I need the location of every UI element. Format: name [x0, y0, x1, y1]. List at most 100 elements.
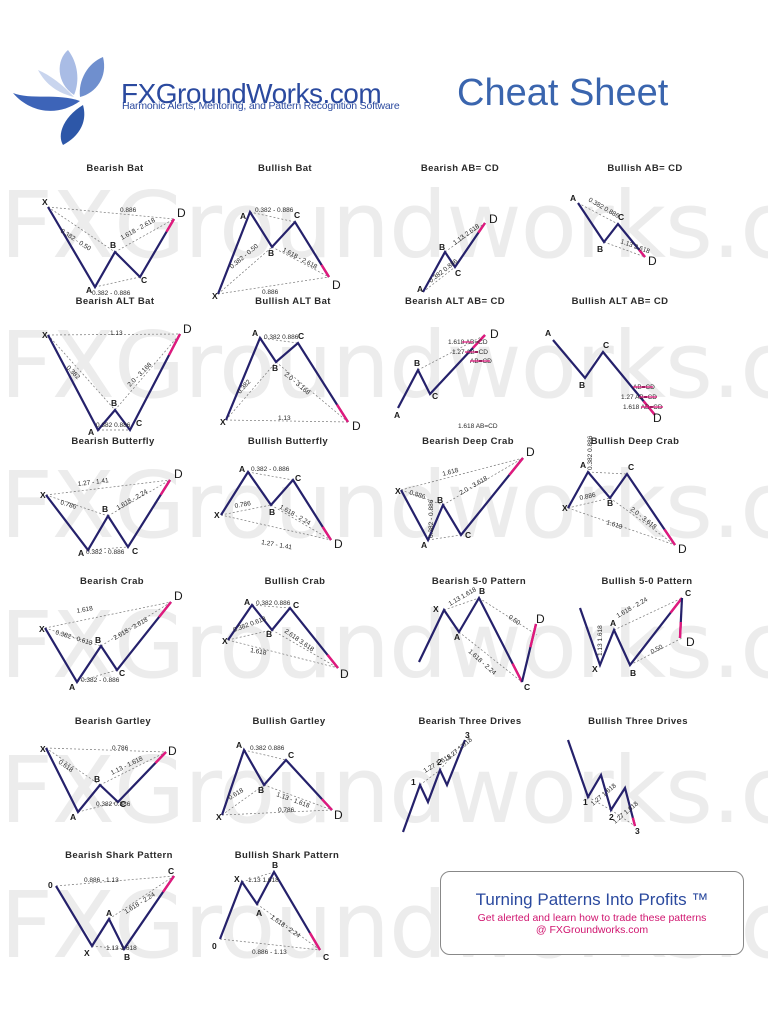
- ratio-guide-line: [219, 938, 321, 951]
- point-label-b: B: [579, 380, 585, 390]
- pattern-diagram: 1.13 1.618 0.886 - 1.13 1.618 - 2.24 0 X A B C: [212, 860, 329, 962]
- pattern-line: [577, 202, 646, 258]
- ratio-label: 1.27 - 1.41: [77, 477, 109, 488]
- point-label-b: B: [439, 242, 445, 252]
- pattern-title: Bullish Crab: [264, 576, 326, 587]
- pattern-line: [44, 601, 172, 685]
- point-label-x: X: [562, 503, 568, 513]
- ratio-label: 1.13: [278, 415, 291, 422]
- pattern-bullish-bat: Bullish Bat 0.382 - 0.50 0.886 0.382 - 0.8…: [210, 163, 360, 301]
- ratio-guide-line: [577, 202, 619, 225]
- point-label-d: D: [352, 419, 361, 433]
- pattern-bearish-abcd: Bearish AB= CD 0.382 0.886 1.13 2.618 A B C D: [385, 163, 535, 298]
- pattern-title: Bullish 5-0 Pattern: [601, 576, 693, 587]
- watermark-row-1: FXGroundworks.com: [0, 180, 768, 272]
- ratio-label: 1.618 - 2.618: [120, 217, 157, 242]
- point-label-c: C: [298, 331, 304, 341]
- watermark-row-3: FXGroundworks.com: [0, 460, 768, 552]
- ratio-guide-line: [478, 597, 538, 636]
- completion-leg: [631, 817, 637, 827]
- point-label-d: D: [536, 612, 545, 626]
- completion-leg: [669, 597, 683, 614]
- point-label-x: X: [395, 486, 401, 496]
- ratio-label: 0.382 0.886: [96, 422, 131, 429]
- pattern-bearish-shark: Bearish Shark Pattern 0.886 - 1.13 1.13 1…: [44, 850, 194, 985]
- pattern-bullish-shark: Bullish Shark Pattern 1.13 1.618 0.886 - …: [212, 850, 362, 985]
- point-label-a: A: [570, 193, 576, 203]
- pattern-bullish-alt-abcd: Bullish ALT AB= CD AB=CD1.27 AB=CD1.618 …: [545, 296, 695, 431]
- ratio-guide-line: [271, 246, 330, 278]
- point-label-a: A: [78, 548, 84, 558]
- pattern-bearish-gartley: Bearish Gartley 0.618 0.786 0.382 0.886 1.1…: [38, 716, 188, 851]
- point-label-0: 0: [212, 941, 217, 951]
- ratio-label: 2.0 - 3.618: [629, 506, 658, 531]
- projection-label: 1.618 AB=CD: [458, 423, 498, 430]
- pattern-title: Bearish ALT Bat: [75, 296, 155, 307]
- pattern-diagram: 1.13 1.618 1.618 - 2.24 0.50 X A B C D: [578, 588, 695, 678]
- point-label-x: X: [42, 330, 48, 340]
- point-label-d: D: [648, 254, 657, 268]
- point-label-c: C: [136, 418, 142, 428]
- point-label-a: A: [239, 464, 245, 474]
- ratio-label: 1.27 1.618: [446, 736, 474, 761]
- point-label-d: D: [183, 322, 192, 336]
- point-label-x: X: [220, 417, 226, 427]
- point-label-a: A: [70, 812, 76, 822]
- ratio-guide-line: [610, 809, 636, 827]
- ratio-label: 0.50: [650, 643, 665, 655]
- pattern-title: Bearish AB= CD: [420, 163, 500, 174]
- ratio-guide-line: [270, 504, 332, 541]
- point-label-3: 3: [465, 730, 470, 740]
- point-label-x: X: [42, 197, 48, 207]
- pattern-line: [224, 335, 349, 423]
- pattern-line: [55, 875, 175, 952]
- ratio-label: 0.382 0.886: [250, 745, 285, 752]
- ratio-guide-line: [217, 276, 330, 295]
- pattern-bullish-abcd: Bullish AB= CD 0.382 0.886 1.13 2.618 A B C D: [570, 163, 720, 298]
- point-label-a: A: [256, 908, 262, 918]
- completion-leg: [472, 334, 486, 349]
- point-label-d: D: [526, 445, 535, 459]
- point-label-x: X: [433, 604, 439, 614]
- ratio-label: 0.382 - 0.886: [255, 207, 294, 214]
- pattern-diagram: 0.618 0.786 0.382 0.886 1.13 - 1.618 X A B C D: [40, 744, 177, 822]
- completion-leg: [638, 248, 646, 258]
- point-label-b: B: [110, 240, 116, 250]
- ratio-label: 0.382 - 0.886: [251, 466, 290, 473]
- completion-leg: [508, 457, 524, 476]
- point-label-c: C: [293, 600, 299, 610]
- point-label-c: C: [119, 668, 125, 678]
- completion-leg: [167, 333, 182, 356]
- ratio-label: 1.618: [605, 519, 623, 531]
- completion-leg: [165, 218, 176, 233]
- point-label-a: A: [545, 328, 551, 338]
- brand-tagline: Harmonic Alerts, Mentoring, and Pattern …: [122, 100, 400, 112]
- ratio-guide-line: [227, 629, 273, 641]
- promo-link[interactable]: @ FXGroundworks.com: [535, 924, 649, 936]
- ratio-label: 0.382 - 0.886: [86, 549, 125, 556]
- ratio-guide-line: [76, 669, 118, 683]
- ratio-guide-line: [45, 747, 167, 753]
- pattern-title: Bearish Butterfly: [71, 436, 155, 447]
- point-label-d: D: [177, 206, 186, 220]
- ratio-label: 0.886 - 1.13: [252, 949, 287, 956]
- ratio-guide-line: [94, 276, 141, 288]
- ratio-guide-line: [225, 361, 277, 421]
- ratio-label: 0.382 - 0.618: [54, 629, 93, 647]
- completion-leg: [529, 623, 538, 648]
- ratio-guide-line: [91, 945, 125, 950]
- ratio-guide-line: [220, 504, 272, 516]
- point-label-x: X: [40, 490, 46, 500]
- ratio-guide-line: [609, 497, 676, 546]
- promo-title: Turning Patterns Into Profits ™: [475, 890, 709, 909]
- pattern-diagram: 0.382 - 0.618 1.618 0.382 - 0.886 2.618 - 3…: [39, 589, 183, 692]
- pattern-line: [216, 209, 330, 295]
- ratio-label: 1.13 1.618: [106, 945, 137, 952]
- point-label-a: A: [421, 540, 427, 550]
- ratio-guide-line: [77, 801, 119, 813]
- pattern-title: Bullish ALT AB= CD: [571, 296, 669, 307]
- ratio-guide-line: [603, 241, 646, 258]
